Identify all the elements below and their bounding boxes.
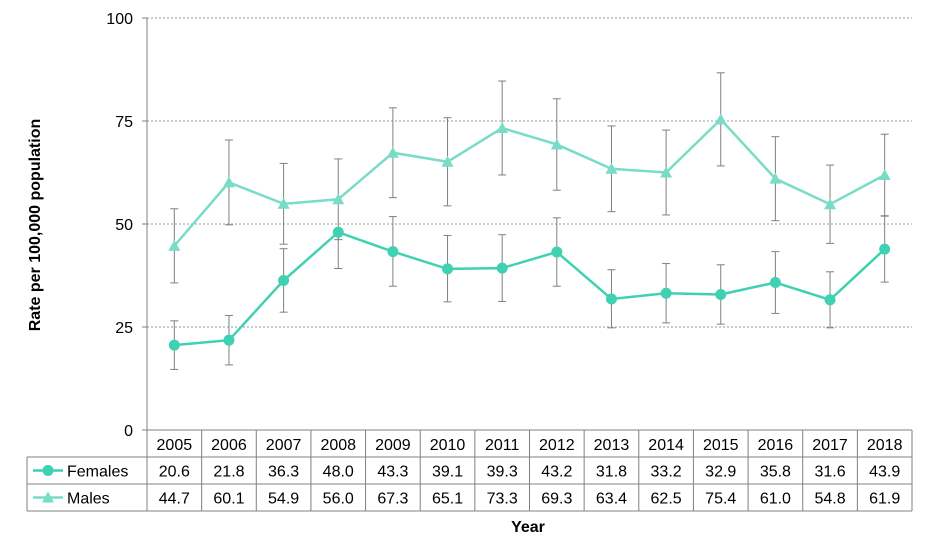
data-label-males-2017: 54.8: [814, 491, 845, 508]
data-label-males-2016: 61.0: [760, 491, 791, 508]
data-label-females-2011: 39.3: [487, 464, 518, 481]
legend-label-males: Males: [67, 491, 110, 508]
point-females-2009: [387, 246, 399, 258]
data-label-males-2010: 65.1: [432, 491, 463, 508]
point-females-2007: [278, 274, 290, 286]
point-females-2005: [168, 339, 180, 351]
data-label-females-2009: 43.3: [377, 464, 408, 481]
point-females-2010: [442, 263, 454, 275]
point-females-2008: [332, 226, 344, 238]
x-tick-label-2010: 2010: [430, 437, 466, 454]
y-tick-label-50: 50: [115, 217, 133, 234]
data-label-females-2007: 36.3: [268, 464, 299, 481]
point-females-2012: [551, 246, 563, 258]
data-label-males-2015: 75.4: [705, 491, 736, 508]
point-females-2013: [605, 293, 617, 305]
x-tick-label-2011: 2011: [485, 437, 520, 454]
point-females-2017: [824, 294, 836, 306]
series-line-females: [174, 230, 886, 347]
point-males-2007: [277, 197, 290, 209]
y-tick-label-0: 0: [124, 423, 133, 440]
x-tick-label-2005: 2005: [157, 437, 193, 454]
data-label-males-2005: 44.7: [159, 491, 190, 508]
data-label-females-2008: 48.0: [323, 464, 354, 481]
data-label-males-2006: 60.1: [213, 491, 244, 508]
point-females-2011: [496, 262, 508, 274]
data-label-males-2008: 56.0: [323, 491, 354, 508]
data-label-males-2012: 69.3: [541, 491, 572, 508]
point-males-2010: [441, 155, 454, 167]
x-tick-label-2006: 2006: [211, 437, 247, 454]
data-label-females-2016: 35.8: [760, 464, 791, 481]
x-tick-label-2008: 2008: [320, 437, 356, 454]
point-females-2018: [879, 243, 891, 255]
x-tick-label-2013: 2013: [594, 437, 630, 454]
x-tick-label-2015: 2015: [703, 437, 739, 454]
data-label-males-2009: 67.3: [377, 491, 408, 508]
point-males-2006: [222, 176, 235, 188]
data-label-females-2005: 20.6: [159, 464, 190, 481]
data-label-females-2018: 43.9: [869, 464, 900, 481]
point-males-2018: [878, 168, 891, 180]
data-label-females-2014: 33.2: [651, 464, 682, 481]
legend-marker-females: [42, 465, 54, 476]
x-tick-label-2014: 2014: [648, 437, 684, 454]
data-table: 2005 2006 2007 2008 2009 2010 2011 2012 2013 2014…: [26, 429, 913, 512]
legend-marker-males: [42, 491, 54, 503]
data-label-males-2007: 54.9: [268, 491, 299, 508]
x-axis-label: Year: [511, 519, 545, 536]
data-label-males-2018: 61.9: [869, 491, 900, 508]
data-label-females-2010: 39.1: [432, 464, 463, 481]
point-males-2016: [769, 172, 782, 184]
y-axis: 0 25 50 75 100: [106, 11, 148, 440]
series-lines: [173, 117, 886, 347]
y-axis-label: Rate per 100,000 population: [27, 119, 44, 332]
point-males-2014: [660, 166, 673, 178]
error-bars: [170, 72, 889, 370]
point-females-2015: [715, 288, 727, 300]
point-males-2017: [824, 198, 837, 210]
point-males-2013: [605, 162, 618, 174]
data-label-males-2013: 63.4: [596, 491, 627, 508]
data-label-females-2015: 32.9: [705, 464, 736, 481]
x-tick-label-2016: 2016: [758, 437, 794, 454]
data-label-males-2014: 62.5: [651, 491, 682, 508]
point-males-2012: [550, 138, 563, 150]
point-females-2014: [660, 287, 672, 299]
x-tick-label-2017: 2017: [812, 437, 848, 454]
point-females-2016: [769, 277, 781, 289]
data-label-females-2017: 31.6: [814, 464, 845, 481]
y-tick-label-100: 100: [106, 11, 133, 28]
gridlines: [147, 17, 912, 328]
x-tick-label-2007: 2007: [266, 437, 302, 454]
data-label-males-2011: 73.3: [487, 491, 518, 508]
point-males-2009: [386, 146, 399, 158]
point-males-2011: [496, 122, 509, 134]
series-markers: [168, 113, 891, 351]
y-tick-label-25: 25: [115, 320, 133, 337]
point-males-2015: [714, 113, 727, 125]
data-label-females-2006: 21.8: [213, 464, 244, 481]
point-males-2008: [332, 193, 345, 205]
series-line-males: [173, 117, 886, 247]
data-label-females-2013: 31.8: [596, 464, 627, 481]
y-tick-label-75: 75: [115, 114, 133, 131]
legend-label-females: Females: [67, 464, 128, 481]
data-label-females-2012: 43.2: [541, 464, 572, 481]
x-tick-label-2018: 2018: [867, 437, 903, 454]
x-tick-label-2009: 2009: [375, 437, 411, 454]
point-males-2005: [168, 239, 181, 251]
point-females-2006: [223, 334, 235, 346]
x-tick-label-2012: 2012: [539, 437, 575, 454]
